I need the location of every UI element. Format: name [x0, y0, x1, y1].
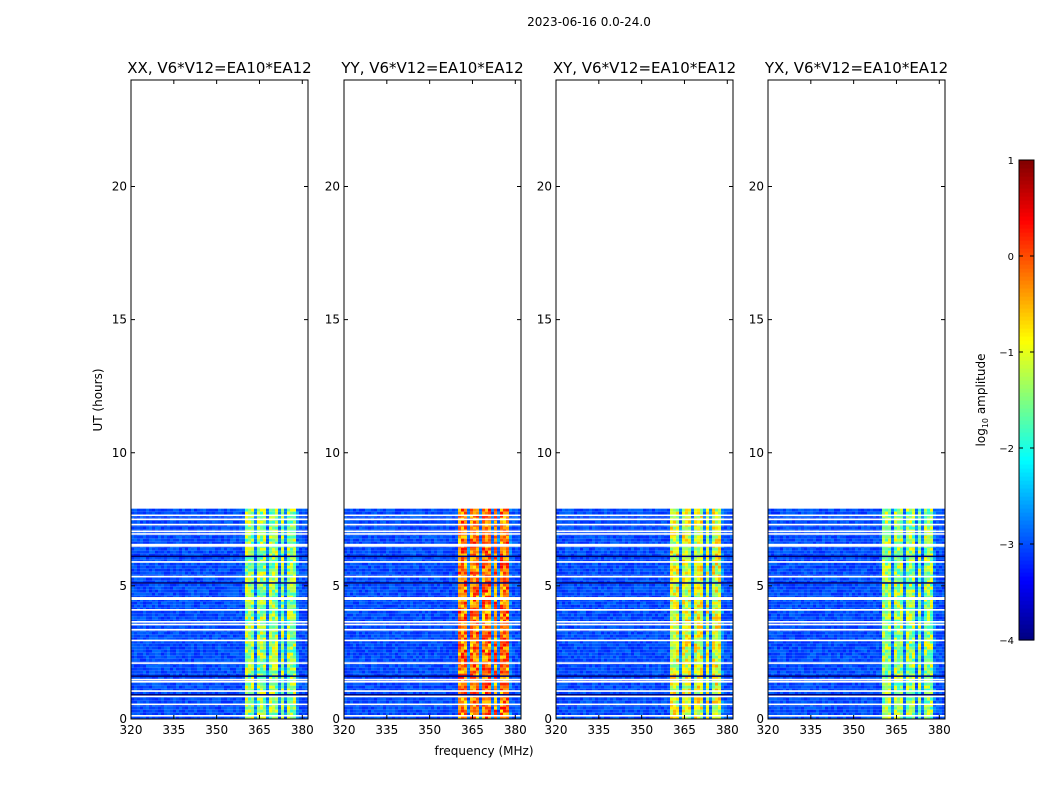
panel-1: YY, V6*V12=EA10*EA12 320 335 350 365 380 0 5 10 1… — [325, 59, 527, 737]
heatmap-image — [344, 508, 521, 719]
colorbar: −4 −3 −2 −1 0 1 — [999, 156, 1035, 647]
figure-suptitle: 2023-06-16 0.0-24.0 — [527, 15, 651, 29]
panel-2: XY, V6*V12=EA10*EA12 320 335 350 365 380 0 5 10 1… — [537, 59, 739, 737]
plot-frame — [343, 79, 522, 720]
panels: XX, V6*V12=EA10*EA12 320 335 350 365 380 0 5 10 1… — [112, 59, 951, 737]
plot-frame — [767, 79, 946, 720]
colorbar-tick-label: 1 — [1008, 156, 1014, 167]
y-tick-label: 15 — [325, 313, 340, 327]
panel-title: XY, V6*V12=EA10*EA12 — [553, 59, 736, 77]
x-tick-label: 320 — [757, 723, 780, 737]
colorbar-tick-label: −4 — [999, 636, 1014, 647]
y-tick-label: 0 — [544, 712, 552, 726]
x-tick-label: 380 — [928, 723, 951, 737]
panel-title: XX, V6*V12=EA10*EA12 — [127, 59, 311, 77]
colorbar-tick-label: 0 — [1008, 252, 1014, 263]
heatmap-image — [768, 508, 945, 719]
x-tick-label: 320 — [545, 723, 568, 737]
x-tick-label: 380 — [504, 723, 527, 737]
colorbar-label: log10 amplitude — [974, 354, 990, 447]
colorbar-tick-label: −3 — [999, 540, 1014, 551]
panel-title: YX, V6*V12=EA10*EA12 — [764, 59, 948, 77]
colorbar-tick-label: −1 — [999, 348, 1014, 359]
x-tick-label: 350 — [842, 723, 865, 737]
y-tick-label: 0 — [332, 712, 340, 726]
x-tick-label: 320 — [333, 723, 356, 737]
x-tick-label: 335 — [587, 723, 610, 737]
y-tick-label: 5 — [756, 579, 764, 593]
x-tick-label: 365 — [248, 723, 271, 737]
y-axis-label: UT (hours) — [91, 368, 105, 431]
y-tick-label: 20 — [537, 180, 552, 194]
x-tick-label: 350 — [418, 723, 441, 737]
y-tick-label: 5 — [544, 579, 552, 593]
plot-frame — [130, 79, 309, 720]
panel-3: YX, V6*V12=EA10*EA12 320 335 350 365 380 0 5 10 1… — [749, 59, 951, 737]
y-tick-label: 10 — [112, 446, 127, 460]
colorbar-tick-label: −2 — [999, 444, 1014, 455]
x-tick-label: 365 — [673, 723, 696, 737]
x-axis-label: frequency (MHz) — [434, 744, 533, 758]
y-tick-label: 10 — [537, 446, 552, 460]
x-tick-label: 380 — [291, 723, 314, 737]
heatmap-image — [556, 508, 733, 719]
panel-0: XX, V6*V12=EA10*EA12 320 335 350 365 380 0 5 10 1… — [112, 59, 314, 737]
colorbar-frame — [1018, 159, 1035, 641]
y-tick-label: 10 — [325, 446, 340, 460]
y-tick-label: 5 — [332, 579, 340, 593]
y-tick-label: 15 — [112, 313, 127, 327]
y-tick-label: 20 — [749, 180, 764, 194]
y-tick-label: 15 — [537, 313, 552, 327]
y-tick-label: 0 — [756, 712, 764, 726]
y-tick-label: 20 — [112, 180, 127, 194]
plot-frame — [555, 79, 734, 720]
x-tick-label: 365 — [885, 723, 908, 737]
panel-title: YY, V6*V12=EA10*EA12 — [340, 59, 523, 77]
y-tick-label: 5 — [119, 579, 127, 593]
x-tick-label: 350 — [205, 723, 228, 737]
x-tick-label: 365 — [461, 723, 484, 737]
x-tick-label: 350 — [630, 723, 653, 737]
y-tick-label: 15 — [749, 313, 764, 327]
x-tick-label: 380 — [716, 723, 739, 737]
heatmap-image — [131, 508, 308, 719]
y-tick-label: 0 — [119, 712, 127, 726]
x-tick-label: 320 — [120, 723, 143, 737]
y-tick-label: 20 — [325, 180, 340, 194]
x-tick-label: 335 — [799, 723, 822, 737]
y-tick-label: 10 — [749, 446, 764, 460]
x-tick-label: 335 — [162, 723, 185, 737]
x-tick-label: 335 — [375, 723, 398, 737]
